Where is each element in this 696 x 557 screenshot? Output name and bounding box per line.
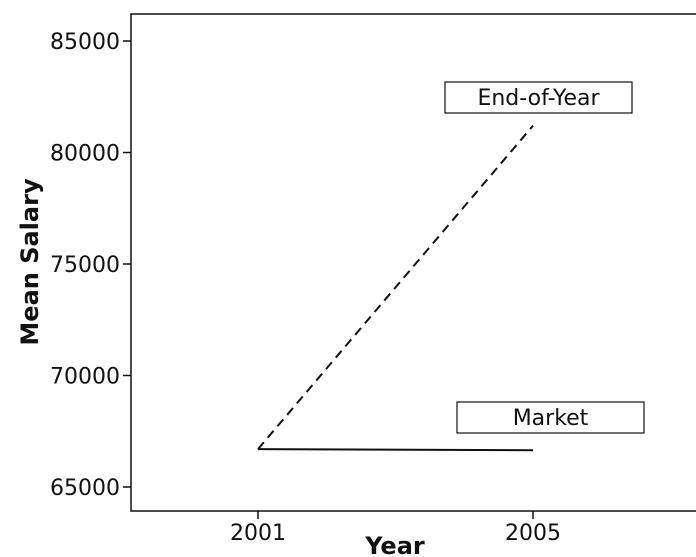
series-label: Market [513, 406, 589, 431]
series-line-end-of-year [257, 125, 534, 450]
series-labels: End-of-Year Market [444, 81, 645, 434]
y-axis-title: Mean Salary [16, 178, 44, 346]
y-tick-label: 70000 [50, 365, 120, 390]
y-tick-label: 75000 [50, 253, 120, 278]
series-lines [257, 125, 534, 452]
x-axis-title: Year [364, 532, 425, 557]
x-axis-ticks: 2001 2005 [230, 511, 561, 546]
x-tick-label: 2005 [505, 521, 561, 546]
series-label: End-of-Year [477, 86, 600, 111]
series-label-box [456, 401, 645, 434]
series-label-box [444, 81, 633, 114]
y-tick-label: 65000 [50, 476, 120, 501]
y-tick-label: 85000 [50, 30, 120, 55]
x-tick-label: 2001 [230, 521, 286, 546]
y-tick-label: 80000 [50, 142, 120, 167]
y-axis-ticks: 65000 70000 75000 80000 85000 [50, 30, 131, 501]
series-line-market [257, 448, 534, 452]
